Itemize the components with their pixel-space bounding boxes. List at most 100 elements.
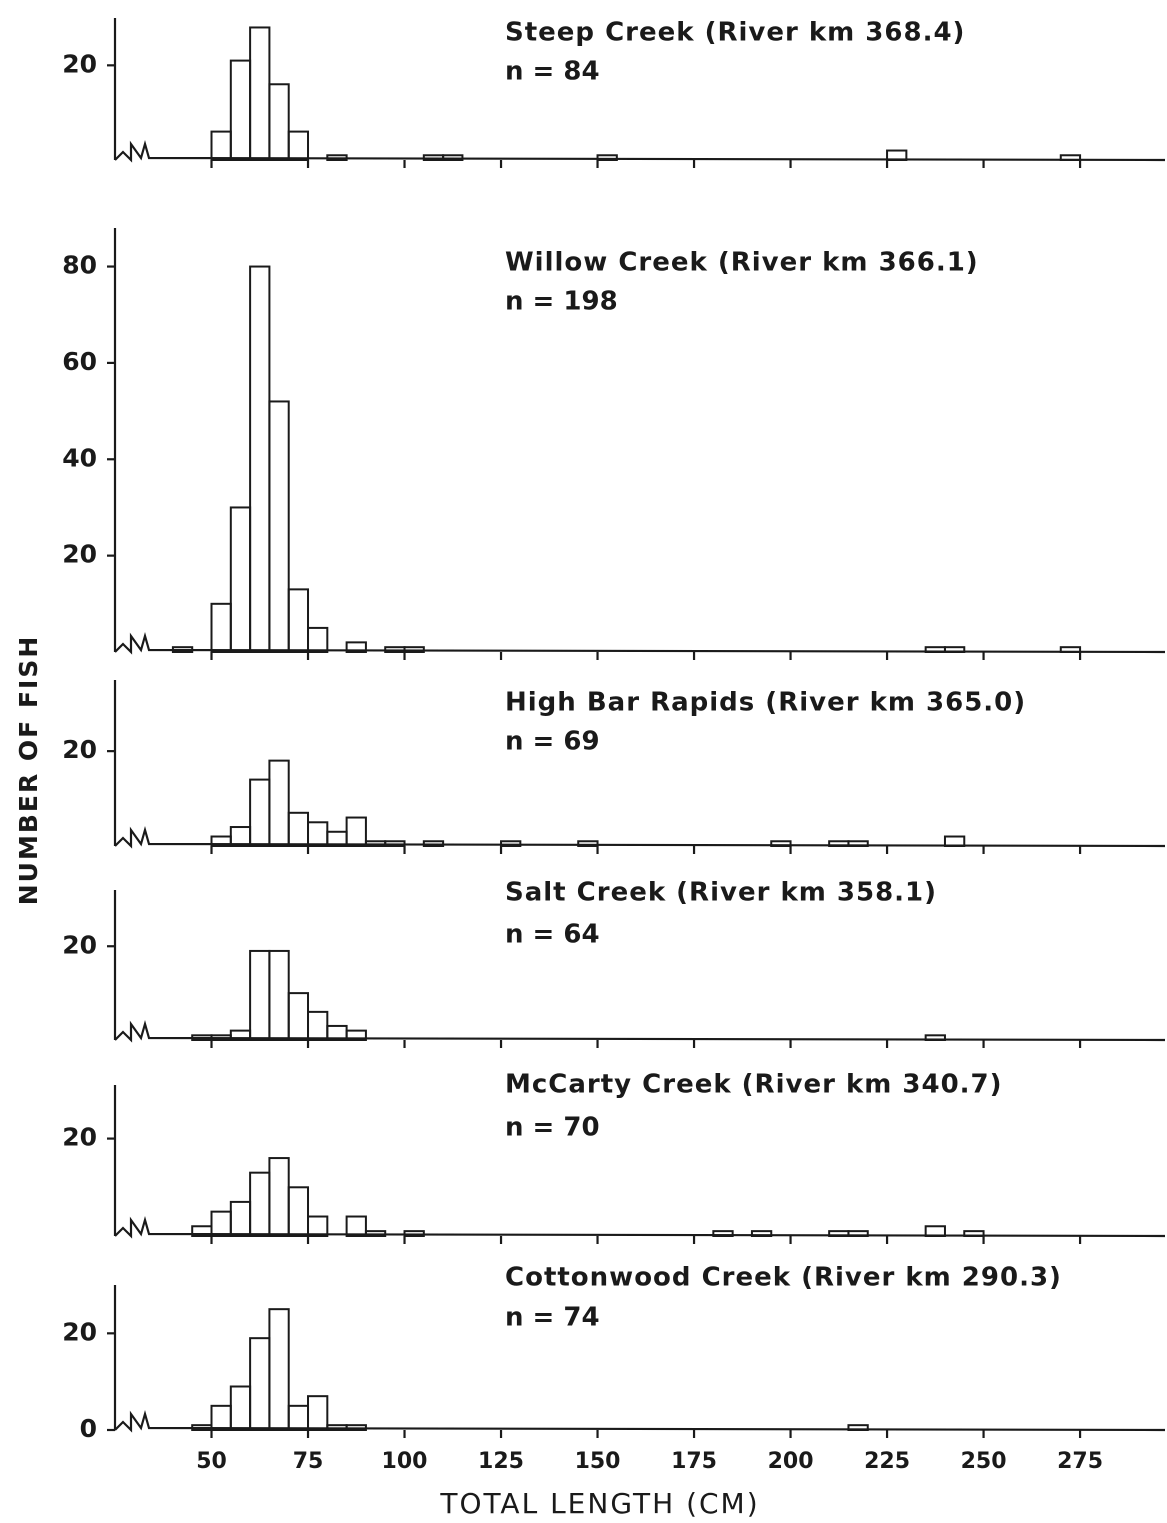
bar: [249, 949, 271, 1041]
x-tick-label: 250: [961, 1449, 1007, 1474]
x-axis-label: TOTAL LENGTH (CM): [439, 1487, 759, 1520]
bar: [1059, 154, 1082, 161]
bar: [828, 840, 850, 847]
bar: [210, 1404, 232, 1432]
bar: [268, 949, 290, 1041]
bar: [828, 1230, 850, 1237]
panel-subtitle: n = 84: [505, 57, 600, 87]
bar: [924, 1225, 946, 1237]
bar: [596, 154, 618, 161]
bar: [943, 646, 966, 654]
bar: [345, 1215, 367, 1237]
bar: [268, 83, 290, 161]
axis-break: [114, 631, 1166, 655]
axis-break: [114, 1019, 1166, 1043]
bar: [287, 811, 310, 847]
bar: [210, 1210, 232, 1237]
bar: [422, 840, 445, 847]
bar: [268, 1308, 290, 1431]
bar: [307, 821, 329, 847]
axis-break: [114, 1215, 1166, 1239]
panel-subtitle: n = 69: [505, 727, 600, 757]
bar: [268, 1157, 290, 1238]
bar: [847, 840, 869, 847]
bar: [229, 506, 252, 654]
x-tick-label: 100: [382, 1449, 428, 1474]
bar: [287, 1186, 310, 1237]
y-tick-label: 60: [62, 347, 97, 376]
x-tick-label: 225: [864, 1449, 910, 1474]
bar: [171, 646, 194, 654]
y-tick-label: 0: [80, 1414, 97, 1443]
y-tick-label: 80: [62, 251, 97, 280]
bar: [249, 26, 271, 162]
x-tick-label: 50: [196, 1449, 227, 1474]
bar: [307, 626, 329, 654]
axis-break: [114, 825, 1166, 849]
panel-title: Cottonwood Creek (River km 290.3): [505, 1263, 1062, 1293]
bar: [750, 1230, 773, 1237]
bar: [229, 1385, 252, 1431]
x-tick-label: 275: [1057, 1449, 1103, 1474]
bar: [847, 1424, 869, 1431]
x-tick-label: 125: [478, 1449, 524, 1474]
y-tick-label: 20: [62, 49, 97, 78]
x-tick-label: 175: [671, 1449, 717, 1474]
bar: [886, 149, 908, 162]
y-tick-label: 20: [62, 1317, 97, 1346]
bar: [229, 59, 252, 161]
bar: [345, 641, 367, 654]
bar: [943, 835, 966, 847]
bar: [1059, 646, 1082, 654]
bar: [963, 1230, 985, 1237]
bar: [500, 840, 522, 847]
bar: [249, 1171, 271, 1237]
bar: [268, 400, 290, 654]
bar: [287, 588, 310, 654]
bar: [249, 265, 271, 653]
bar: [287, 992, 310, 1041]
bar: [287, 1404, 310, 1432]
panel-title: McCarty Creek (River km 340.7): [505, 1070, 1003, 1100]
panel-title: Steep Creek (River km 368.4): [505, 18, 965, 48]
axis-break: [114, 139, 1166, 163]
panel-subtitle: n = 70: [505, 1113, 600, 1143]
bar: [268, 759, 290, 848]
bar: [229, 1200, 252, 1237]
bar: [924, 646, 946, 654]
panel-subtitle: n = 74: [505, 1303, 600, 1333]
y-tick-label: 40: [62, 443, 97, 472]
y-axis-label: NUMBER OF FISH: [14, 635, 43, 906]
bar: [364, 1230, 387, 1237]
panel-title: High Bar Rapids (River km 365.0): [505, 688, 1026, 718]
panel-subtitle: n = 64: [505, 920, 600, 950]
bar: [577, 840, 599, 847]
panel-title: Salt Creek (River km 358.1): [505, 878, 937, 908]
x-tick-label: 75: [293, 1449, 324, 1474]
y-tick-label: 20: [62, 1123, 97, 1152]
panel-subtitle: n = 198: [505, 287, 618, 317]
bar: [307, 1395, 329, 1431]
y-tick-label: 20: [62, 540, 97, 569]
bar: [345, 1029, 367, 1041]
bar: [770, 840, 792, 847]
bar: [249, 778, 271, 847]
panel-title: Willow Creek (River km 366.1): [505, 248, 979, 278]
x-tick-label: 150: [575, 1449, 621, 1474]
x-tick-label: 200: [768, 1449, 814, 1474]
bar: [307, 1010, 329, 1041]
bar: [924, 1034, 946, 1041]
bar: [345, 816, 367, 847]
bar: [210, 130, 232, 162]
bar: [403, 1230, 425, 1237]
bar: [384, 840, 406, 847]
y-tick-label: 20: [62, 735, 97, 764]
bar: [249, 1337, 271, 1431]
bar: [712, 1230, 734, 1237]
bar: [442, 154, 464, 161]
bar: [287, 130, 310, 162]
axis-break: [114, 1409, 1166, 1433]
bar: [847, 1230, 869, 1237]
